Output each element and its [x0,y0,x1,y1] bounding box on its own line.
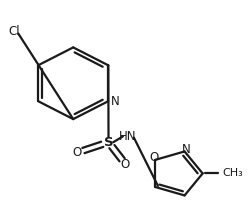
Text: N: N [110,95,119,108]
Text: O: O [120,158,130,171]
Text: S: S [103,136,113,149]
Text: CH₃: CH₃ [221,168,242,178]
Text: Cl: Cl [8,25,20,38]
Text: HN: HN [119,130,136,143]
Text: N: N [182,143,190,156]
Text: O: O [149,151,158,164]
Text: O: O [72,146,82,159]
